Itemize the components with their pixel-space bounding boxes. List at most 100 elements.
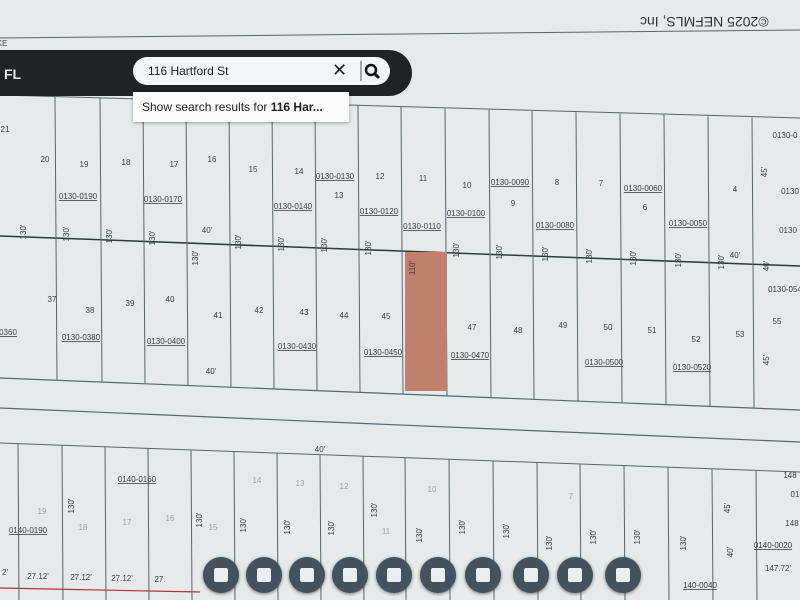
map-label: 130' xyxy=(191,250,200,265)
suggestion-query: 116 Har... xyxy=(270,100,323,114)
tool-button[interactable] xyxy=(605,557,641,593)
map-label: 0130-0 xyxy=(773,131,798,140)
map-label: 11 xyxy=(419,174,428,183)
map-label: 15 xyxy=(209,523,218,532)
map-label: 13 xyxy=(296,479,305,488)
parcel-line xyxy=(99,97,103,383)
map-label: 12 xyxy=(340,482,349,491)
parcel-line xyxy=(271,103,275,389)
tool-button[interactable] xyxy=(246,557,282,593)
parcel-line xyxy=(314,104,318,391)
clear-button[interactable]: ✕ xyxy=(332,60,348,80)
map-label: 130' xyxy=(495,244,504,259)
app-label: FL xyxy=(4,66,22,82)
parcel-id: 0140-0020 xyxy=(754,541,793,550)
parcel-line xyxy=(751,117,755,409)
map-label: 130' xyxy=(62,226,71,241)
map-label: 18 xyxy=(122,158,131,167)
map-label: 7 xyxy=(599,179,604,188)
map-label: 130' xyxy=(148,230,157,245)
map-label: 15 xyxy=(249,165,258,174)
tool-button[interactable] xyxy=(465,557,501,593)
map-label: 130' xyxy=(239,517,248,532)
parcel-id: 0130-0060 xyxy=(624,184,663,193)
map-label: 40 xyxy=(166,295,175,304)
parcel-id: 0130-0500 xyxy=(585,358,624,367)
map-label: 19 xyxy=(80,160,89,169)
map-label: 10 xyxy=(463,181,472,190)
parcel-id: 0130-0120 xyxy=(360,207,399,216)
tool-button[interactable] xyxy=(203,557,239,593)
parcel-line xyxy=(357,105,361,393)
parcel-id: 0130-0050 xyxy=(669,219,708,228)
tool-icon xyxy=(616,568,630,582)
parcel-id: 0130-0080 xyxy=(536,221,575,230)
map-label: 19 xyxy=(38,507,47,516)
search-suggestion[interactable]: Show search results for 116 Har... xyxy=(133,92,349,122)
parcel-id: 0140-0190 xyxy=(9,526,48,535)
map-label: 0130 xyxy=(781,187,799,196)
map-label: 48 xyxy=(514,326,523,335)
map-label: 0130-054 xyxy=(768,285,800,294)
map-label: 130' xyxy=(629,250,638,265)
search-input[interactable] xyxy=(133,57,390,85)
map-label: 130' xyxy=(67,498,76,513)
map-label: 130' xyxy=(452,242,461,257)
tool-button[interactable] xyxy=(420,557,456,593)
parcel-line xyxy=(190,449,193,600)
parcel-id: 0130-0190 xyxy=(59,192,98,201)
parcel-line xyxy=(0,377,800,411)
parcel-line xyxy=(0,407,800,443)
map-label: 45' xyxy=(762,354,771,365)
tool-button[interactable] xyxy=(513,557,549,593)
map-label: 130' xyxy=(541,246,550,261)
parcel-line xyxy=(0,29,800,39)
parcel-id: 0130-0380 xyxy=(62,333,101,342)
map-label: 16 xyxy=(166,514,175,523)
map-label: 27.12' xyxy=(27,572,49,581)
tool-button[interactable] xyxy=(289,557,325,593)
parcel-id: 140-0040 xyxy=(683,581,717,590)
parcel-line xyxy=(575,112,579,402)
parcel-line xyxy=(0,235,800,267)
tool-button[interactable] xyxy=(332,557,368,593)
map-label: 12 xyxy=(376,172,385,181)
map-label: 130' xyxy=(679,535,688,550)
map-label: 27.12' xyxy=(111,574,133,583)
map-label: 55 xyxy=(773,317,782,326)
map-label: 130' xyxy=(502,523,511,538)
map-label: 130' xyxy=(717,254,726,269)
tool-icon xyxy=(257,568,271,582)
parcel-line xyxy=(707,116,711,407)
map-label: 47 xyxy=(468,323,477,332)
map-label: 17 xyxy=(123,518,132,527)
tool-button[interactable] xyxy=(557,557,593,593)
parcel-id: 0130-0140 xyxy=(274,202,313,211)
search-button[interactable] xyxy=(360,60,382,82)
map-label: 52 xyxy=(692,335,701,344)
map-label: 40' xyxy=(762,260,771,271)
copyright: ©2025 NEFMLS, Inc xyxy=(640,14,769,30)
parcel-line xyxy=(667,467,670,600)
map-label: 130' xyxy=(327,520,336,535)
map-label: 130' xyxy=(195,512,204,527)
tool-icon xyxy=(431,568,445,582)
tool-icon xyxy=(387,568,401,582)
map-label: 42 xyxy=(255,306,264,315)
map-label: 18 xyxy=(79,523,88,532)
tool-icon xyxy=(214,568,228,582)
parcel-line xyxy=(531,110,535,400)
map-label: 38 xyxy=(86,306,95,315)
tool-icon xyxy=(524,568,538,582)
map-label: 6 xyxy=(643,203,648,212)
parcel-id: 0130-0400 xyxy=(147,337,186,346)
map-label: 40' xyxy=(730,251,741,260)
map-label: 11 xyxy=(382,527,391,536)
map-label: 148 xyxy=(785,519,799,528)
map-label: 130' xyxy=(364,240,373,255)
map-label: 20 xyxy=(41,155,50,164)
search-query[interactable]: 116 Hartford St xyxy=(148,64,229,78)
selected-parcel[interactable] xyxy=(405,252,447,391)
tool-button[interactable] xyxy=(376,557,412,593)
map-label: 130' xyxy=(370,502,379,517)
